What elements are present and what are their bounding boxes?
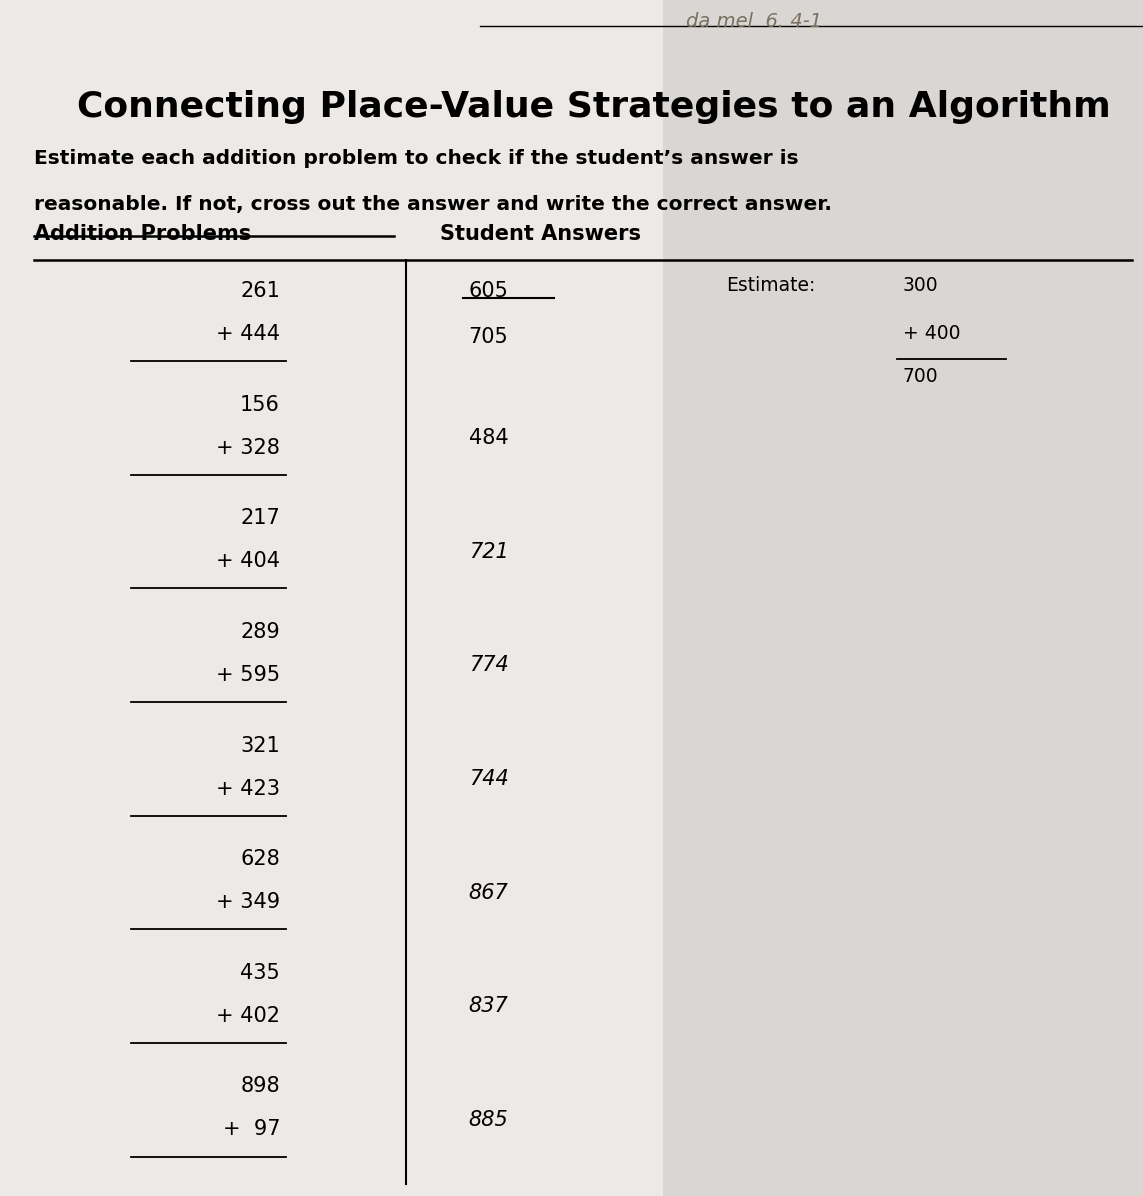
Text: 261: 261 <box>240 281 280 301</box>
Text: 721: 721 <box>469 542 509 562</box>
Text: + 400: + 400 <box>903 324 960 343</box>
Text: 867: 867 <box>469 883 509 903</box>
Text: 837: 837 <box>469 996 509 1017</box>
Text: 774: 774 <box>469 655 509 676</box>
Text: 156: 156 <box>240 395 280 415</box>
Text: +  97: + 97 <box>223 1119 280 1140</box>
Text: Connecting Place-Value Strategies to an Algorithm: Connecting Place-Value Strategies to an … <box>78 90 1111 123</box>
Text: Addition Problems: Addition Problems <box>34 224 251 244</box>
Text: 898: 898 <box>240 1076 280 1097</box>
Text: 744: 744 <box>469 769 509 789</box>
Text: da mel  6. 4-1: da mel 6. 4-1 <box>686 12 822 31</box>
Text: 217: 217 <box>240 508 280 529</box>
Text: 435: 435 <box>240 963 280 983</box>
Text: reasonable. If not, cross out the answer and write the correct answer.: reasonable. If not, cross out the answer… <box>34 195 832 214</box>
Text: 885: 885 <box>469 1110 509 1130</box>
Text: 628: 628 <box>240 849 280 869</box>
Text: + 349: + 349 <box>216 892 280 913</box>
Text: 705: 705 <box>469 327 509 347</box>
Text: + 404: + 404 <box>216 551 280 572</box>
Text: 700: 700 <box>903 367 938 386</box>
Text: 289: 289 <box>240 622 280 642</box>
Bar <box>663 0 1143 1196</box>
Text: + 328: + 328 <box>216 438 280 458</box>
Text: + 444: + 444 <box>216 324 280 344</box>
Text: 484: 484 <box>469 428 509 448</box>
Text: Estimate:: Estimate: <box>726 276 815 295</box>
Text: + 402: + 402 <box>216 1006 280 1026</box>
Text: 321: 321 <box>240 736 280 756</box>
Text: Estimate each addition problem to check if the student’s answer is: Estimate each addition problem to check … <box>34 150 799 169</box>
Text: 605: 605 <box>469 281 509 301</box>
Text: + 595: + 595 <box>216 665 280 685</box>
Text: 300: 300 <box>903 276 938 295</box>
Text: + 423: + 423 <box>216 779 280 799</box>
Text: Student Answers: Student Answers <box>440 224 641 244</box>
